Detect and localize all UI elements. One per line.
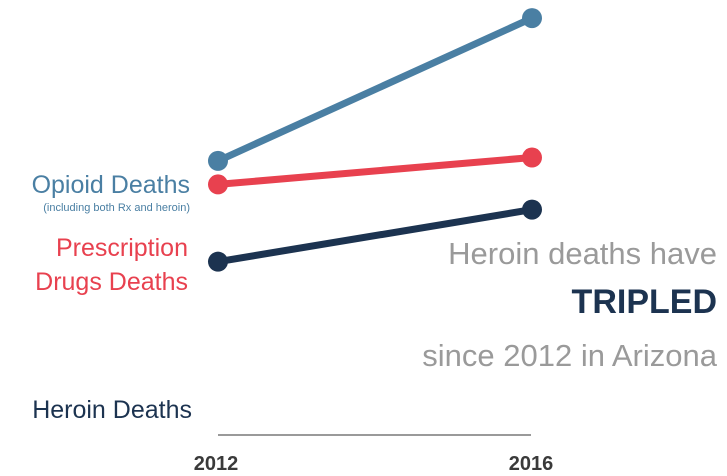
heroin-deaths-point-2016 (522, 199, 542, 220)
series-layer (208, 8, 542, 272)
prescription-drugs-deaths-line (214, 154, 536, 188)
prescription-deaths-label-line1: Prescription (56, 234, 188, 262)
heroin-deaths-line (214, 206, 536, 266)
heroin-deaths-label: Heroin Deaths (32, 396, 192, 424)
x-tick-label-2016: 2016 (509, 453, 554, 475)
annotation-line-2: TRIPLED (572, 283, 717, 321)
annotation-line-3: since 2012 in Arizona (422, 338, 717, 373)
opioid-deaths-label: Opioid Deaths (32, 171, 190, 199)
annotation-line-1: Heroin deaths have (448, 236, 717, 271)
opioid-deaths-point-2016 (522, 8, 542, 29)
x-tick-label-2012: 2012 (194, 453, 239, 475)
heroin-deaths-point-2012 (208, 251, 228, 272)
prescription-drugs-deaths-point-2016 (522, 147, 542, 168)
prescription-drugs-deaths-point-2012 (208, 174, 228, 195)
opioid-deaths-line (214, 14, 536, 165)
opioid-deaths-note: (including both Rx and heroin) (43, 202, 190, 214)
opioid-deaths-point-2012 (208, 150, 228, 171)
prescription-deaths-label-line2: Drugs Deaths (35, 268, 188, 296)
